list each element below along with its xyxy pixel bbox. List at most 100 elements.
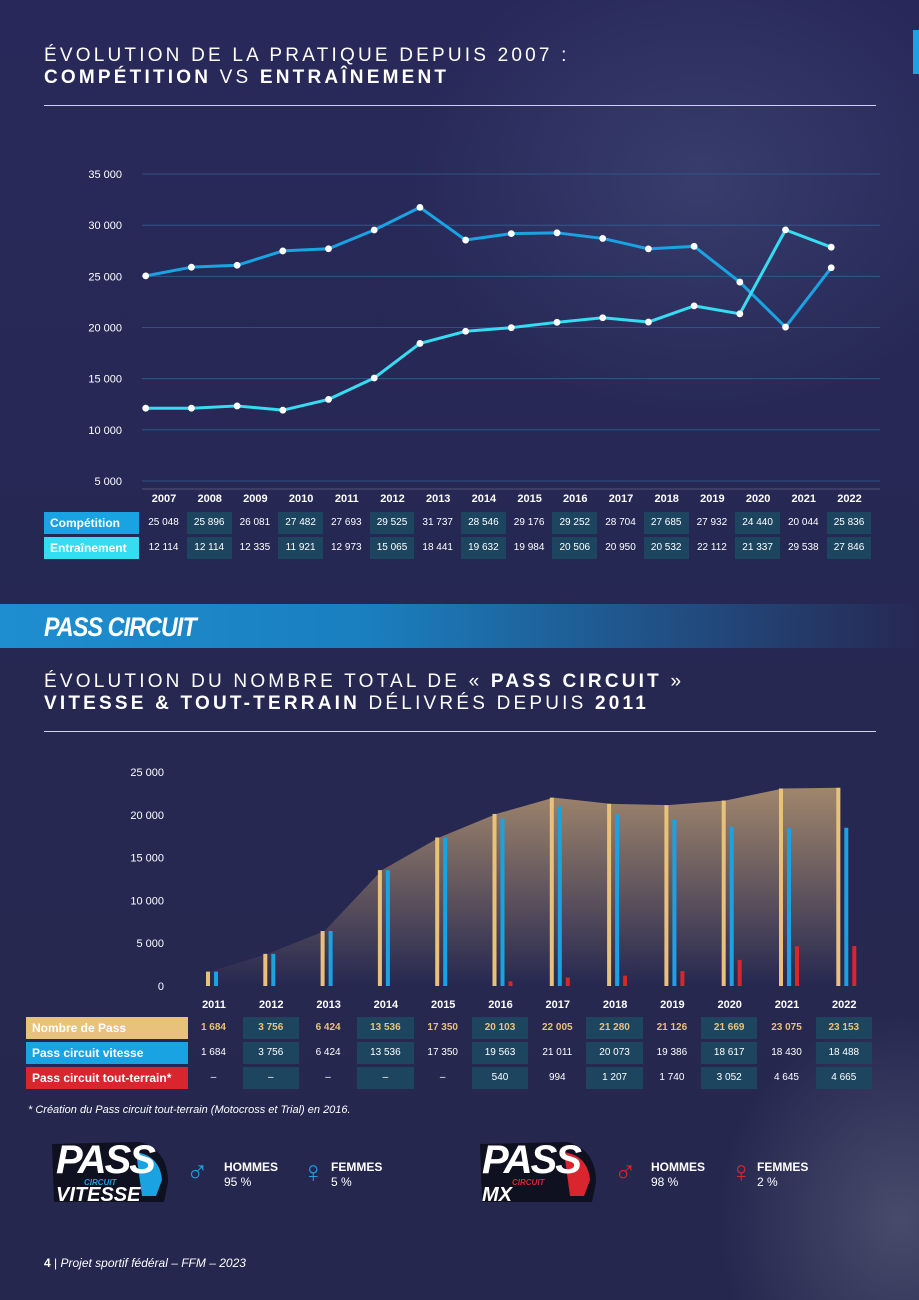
table-cell: 17 350 — [427, 1047, 458, 1058]
table-cell: 4 665 — [815, 1067, 872, 1089]
bar — [607, 803, 612, 986]
logo-mx-text: MX — [482, 1184, 512, 1206]
y-tick-label: 5 000 — [94, 476, 122, 488]
table-cell: 21 126 — [656, 1022, 688, 1033]
table-cell: 4 645 — [773, 1072, 799, 1083]
data-point — [599, 235, 607, 242]
table-cell: 11 921 — [278, 537, 323, 559]
helmet-shape — [480, 1142, 596, 1202]
footnote: * Création du Pass circuit tout-terrain … — [28, 1104, 351, 1116]
total-area — [206, 787, 841, 986]
x-tick-label: 2013 — [426, 493, 450, 505]
data-point — [142, 404, 150, 412]
table-cell: 21 280 — [586, 1017, 643, 1039]
mx-women-label: FEMMES — [757, 1160, 809, 1174]
table-row: Pass circuit tout-terrain* – – – – – 540 994 1 2… — [26, 1067, 878, 1089]
table-cell: 21 011 — [542, 1047, 573, 1058]
data-point — [782, 323, 789, 331]
table-cell: 15 065 — [369, 537, 415, 559]
x-tick-label: 2016 — [563, 493, 587, 505]
table-cell: 20 950 — [605, 542, 636, 553]
table-cell: 994 — [548, 1072, 566, 1083]
table-cell: 19 386 — [656, 1047, 688, 1058]
series-line-entrainement — [145, 228, 832, 412]
logo-pass-text: PASS — [482, 1138, 582, 1182]
bar — [206, 971, 210, 986]
data-point — [233, 261, 241, 269]
x-tick-label: 2019 — [660, 999, 684, 1011]
data-point — [782, 226, 789, 234]
x-tick-label: 2017 — [546, 999, 570, 1011]
bar — [492, 813, 497, 986]
y-tick-label: 20 000 — [88, 323, 122, 335]
bar-chart: 25 000 20 000 15 000 10 000 5 000 0 2011 2012 20… — [130, 767, 856, 1011]
x-tick-label: 2011 — [335, 493, 359, 505]
bar — [377, 870, 382, 986]
bar — [549, 797, 554, 986]
bar — [263, 953, 268, 986]
male-icon: ♂ — [614, 1156, 637, 1189]
bar — [779, 788, 783, 986]
table-cell: – — [325, 1072, 331, 1083]
bar — [737, 959, 742, 986]
table-cell: 22 005 — [541, 1022, 573, 1033]
table-cell: 13 536 — [357, 1042, 414, 1064]
page-number: 4 — [44, 1256, 51, 1270]
table-cell: 23 153 — [815, 1017, 872, 1039]
table-cell: 12 335 — [239, 542, 271, 553]
page-footer: 4 | Projet sportif fédéral – FFM – 2023 — [44, 1256, 246, 1270]
logo-pass-text: PASS — [56, 1138, 156, 1182]
data-point — [416, 340, 424, 347]
x-tick-label: 2020 — [746, 493, 770, 505]
bar — [500, 818, 505, 986]
table-row: Nombre de Pass 1 684 3 756 6 424 13 536 17 35… — [26, 1017, 878, 1039]
table-cell: 29 525 — [369, 512, 415, 534]
bar — [680, 971, 685, 986]
data-point — [507, 324, 515, 332]
data-point — [553, 229, 561, 237]
logo-vitesse-text: VITESSE — [56, 1184, 141, 1206]
table-cell: 25 836 — [826, 512, 872, 534]
table-cell: 19 563 — [471, 1042, 529, 1064]
data-point — [416, 203, 424, 211]
bar — [836, 787, 841, 986]
bar — [557, 806, 562, 986]
table-cell: 12 114 — [148, 542, 179, 553]
y-tick-label: 20 000 — [130, 810, 164, 822]
table-cell: 18 430 — [771, 1047, 802, 1058]
table-cell: 28 704 — [605, 517, 636, 528]
table-cell: 25 048 — [148, 517, 179, 528]
logo-circuit-text: CIRCUIT — [84, 1178, 117, 1187]
y-tick-label: 30 000 — [88, 220, 122, 232]
data-point — [827, 264, 835, 272]
data-point — [690, 242, 698, 250]
table-cell: 21 669 — [701, 1017, 758, 1039]
series-line-competition — [145, 205, 833, 329]
x-tick-label: 2018 — [654, 493, 678, 505]
table-cell: 25 896 — [186, 512, 232, 534]
x-tick-label: 2008 — [197, 493, 221, 505]
bar — [795, 946, 799, 986]
vitesse-men-label: HOMMES — [224, 1160, 278, 1174]
vitesse-women-value: 5 % — [331, 1175, 352, 1189]
x-tick-label: 2015 — [517, 493, 541, 505]
bar — [320, 931, 325, 986]
x-tick-label: 2007 — [152, 493, 176, 505]
table-cell: 31 737 — [422, 517, 453, 528]
bar — [615, 814, 620, 986]
data-point — [645, 318, 652, 326]
data-point — [233, 402, 241, 410]
table-cell: – — [439, 1072, 446, 1083]
bar — [787, 828, 791, 986]
x-tick-label: 2017 — [609, 493, 633, 505]
data-point — [736, 278, 744, 286]
table-cell: 1 207 — [586, 1067, 643, 1089]
table-cell: 21 337 — [735, 537, 780, 559]
mx-men-label: HOMMES — [651, 1160, 705, 1174]
y-tick-label: 25 000 — [88, 271, 122, 283]
bar — [721, 800, 726, 986]
data-point — [188, 263, 195, 271]
data-point — [462, 236, 470, 244]
table-cell: 20 073 — [586, 1042, 643, 1064]
series-legend-label: Entraînement — [44, 537, 139, 559]
